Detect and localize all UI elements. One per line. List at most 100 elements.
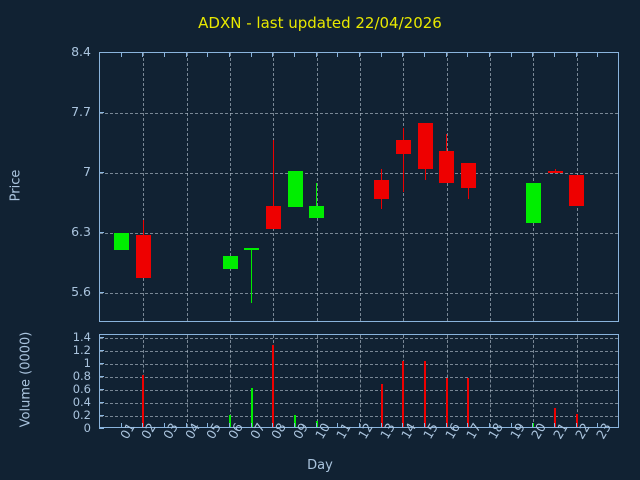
volume-xtick-mark: [554, 423, 555, 428]
volume-xtick-mark: [250, 423, 252, 428]
volume-xtick-mark: [467, 423, 469, 428]
price-xtick-mark: [294, 52, 295, 57]
volume-ytick-mark: [99, 415, 104, 417]
candle-body: [265, 205, 281, 229]
volume-xtick-mark: [272, 423, 274, 428]
volume-xtick-mark: [315, 423, 317, 428]
volume-xtick-mark: [489, 423, 490, 428]
volume-ytick-mark: [99, 389, 104, 391]
price-xtick-mark: [337, 52, 339, 57]
volume-xtick-mark: [532, 423, 534, 428]
price-ytick-label: 8.4: [71, 44, 91, 59]
candle-body: [222, 256, 238, 269]
volume-gridline: [100, 390, 618, 392]
price-gridline: [100, 233, 618, 234]
price-gridline-vertical: [360, 53, 361, 321]
volume-xtick-mark: [120, 423, 122, 428]
price-xtick-mark: [489, 52, 490, 57]
volume-plot-area: [99, 334, 619, 428]
price-gridline-vertical: [446, 53, 448, 321]
volume-gridline-vertical: [360, 335, 361, 427]
price-xtick-mark: [229, 52, 230, 57]
volume-ytick-label: 1.4: [72, 330, 91, 345]
volume-ytick-mark: [99, 337, 104, 339]
volume-xtick-mark: [142, 423, 144, 428]
volume-bar: [142, 375, 145, 427]
volume-bar: [532, 423, 535, 427]
price-gridline-vertical: [186, 53, 188, 321]
volume-ytick-mark: [99, 428, 104, 429]
price-xtick-mark: [120, 52, 122, 57]
volume-xtick-mark: [510, 423, 512, 428]
volume-bar: [402, 360, 405, 427]
volume-ytick-mark: [99, 376, 104, 378]
volume-xtick-mark: [380, 423, 382, 428]
day-axis-title: Day: [307, 458, 333, 473]
volume-xtick-mark: [424, 423, 425, 428]
volume-gridline-vertical: [316, 335, 318, 427]
volume-ytick-mark: [99, 363, 104, 365]
volume-gridline: [100, 377, 618, 379]
volume-xtick-mark: [207, 423, 209, 428]
price-gridline: [100, 113, 618, 114]
price-gridline-vertical: [490, 53, 491, 321]
candle-body: [244, 248, 260, 251]
candle-body: [417, 123, 433, 169]
volume-bar: [467, 377, 470, 427]
volume-bar: [315, 420, 318, 427]
price-ytick-mark: [99, 172, 104, 173]
price-xtick-mark: [164, 52, 165, 57]
volume-bar: [380, 384, 383, 427]
volume-bar: [250, 388, 253, 427]
candle-wick: [272, 140, 274, 229]
volume-bar: [424, 360, 426, 427]
candle-body: [547, 171, 563, 174]
price-xtick-mark: [532, 52, 534, 57]
price-xtick-mark: [380, 52, 382, 57]
candle-wick: [402, 128, 404, 192]
price-xtick-mark: [402, 52, 404, 57]
volume-gridline: [100, 351, 618, 353]
price-gridline: [100, 293, 618, 294]
volume-xtick-mark: [294, 423, 295, 428]
price-xtick-mark: [207, 52, 209, 57]
volume-ytick-label: 0.2: [72, 408, 91, 423]
candle-body: [460, 162, 476, 189]
price-ytick-label: 7.7: [71, 104, 91, 119]
volume-gridline-vertical: [533, 335, 535, 427]
price-xtick-mark: [250, 52, 252, 57]
volume-xtick-mark: [359, 423, 360, 428]
candle-body: [374, 179, 390, 199]
price-plot-area: [99, 52, 619, 322]
price-xtick-mark: [142, 52, 144, 57]
volume-ytick-label: 1.2: [72, 343, 91, 358]
volume-xtick-mark: [185, 423, 187, 428]
price-ytick-mark: [99, 112, 104, 113]
price-xtick-mark: [445, 52, 447, 57]
candle-body: [439, 150, 455, 184]
volume-ytick-label: 0.6: [72, 382, 91, 397]
candle-body: [135, 234, 151, 278]
volume-xtick-mark: [164, 423, 165, 428]
volume-ytick-label: 0.4: [72, 395, 91, 410]
volume-ytick-label: 0.8: [72, 369, 91, 384]
volume-xtick-mark: [445, 423, 447, 428]
volume-gridline: [100, 416, 618, 418]
volume-gridline-vertical: [230, 335, 231, 427]
price-gridline: [100, 173, 618, 174]
price-xtick-mark: [554, 52, 555, 57]
volume-xtick-mark: [597, 423, 599, 428]
volume-xtick-mark: [229, 423, 230, 428]
chart-title: ADXN - last updated 22/04/2026: [198, 14, 442, 32]
price-ytick-mark: [99, 232, 104, 233]
volume-xtick-mark: [337, 423, 339, 428]
volume-bar: [294, 415, 296, 427]
volume-bar: [229, 415, 231, 427]
volume-ytick-mark: [99, 402, 104, 404]
candle-body: [569, 174, 585, 206]
volume-gridline-vertical: [490, 335, 491, 427]
volume-gridline: [100, 338, 618, 340]
volume-gridline-vertical: [186, 335, 188, 427]
candle-body: [114, 233, 130, 251]
price-xtick-mark: [597, 52, 599, 57]
